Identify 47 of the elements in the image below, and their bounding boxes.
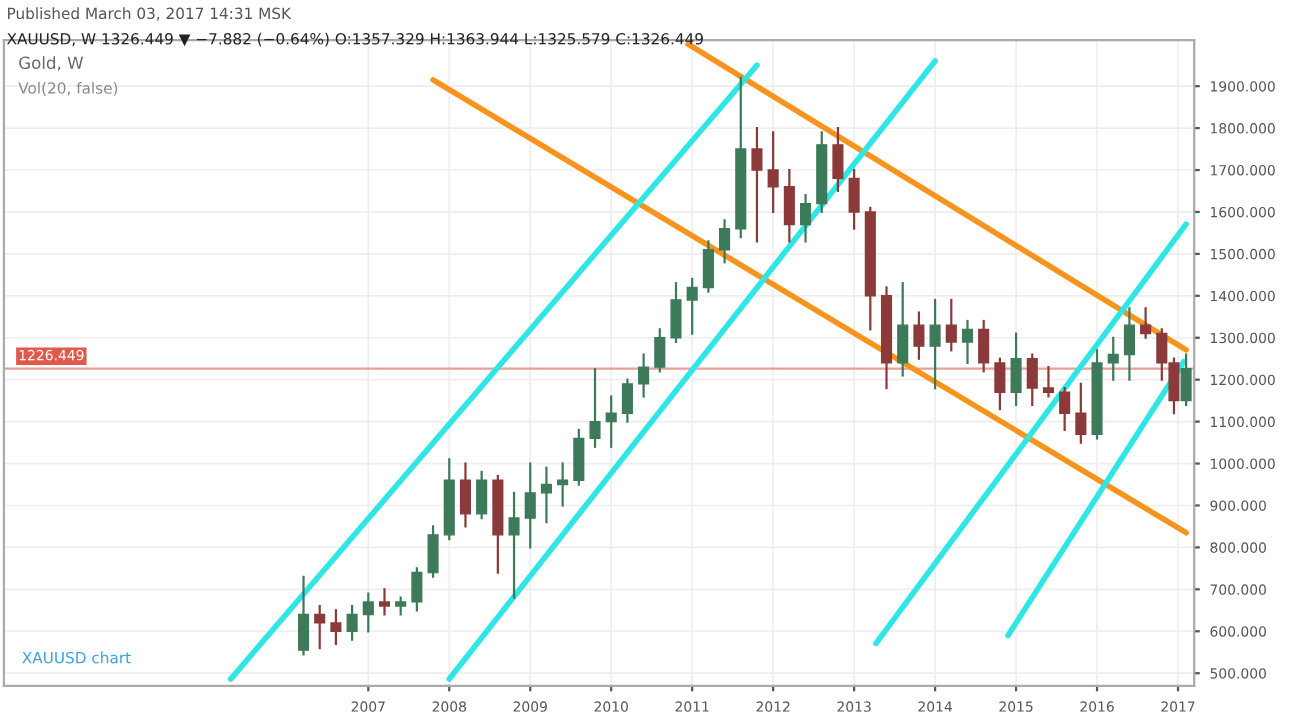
candlestick xyxy=(1180,353,1192,406)
candlestick xyxy=(929,298,941,390)
candlestick xyxy=(994,357,1006,411)
candlestick xyxy=(573,428,585,486)
candlestick xyxy=(1026,353,1038,406)
candlestick xyxy=(719,219,731,264)
candlestick xyxy=(702,240,714,293)
candlestick xyxy=(508,491,520,599)
candlestick xyxy=(476,470,488,520)
candlestick xyxy=(1140,307,1152,339)
candlestick xyxy=(540,466,552,524)
candlestick xyxy=(459,462,472,528)
candlestick xyxy=(1107,336,1119,381)
text: Gold, W xyxy=(19,56,84,71)
candlestick xyxy=(945,298,957,352)
candlestick xyxy=(1059,386,1071,432)
candlestick xyxy=(411,567,423,612)
candlestick xyxy=(978,319,990,373)
candlestick xyxy=(330,609,342,645)
candlestick xyxy=(1010,332,1022,406)
candlestick xyxy=(621,378,633,423)
candlestick xyxy=(605,395,617,448)
candlestick xyxy=(362,592,374,633)
candlestick xyxy=(913,311,925,360)
candlestick xyxy=(897,282,909,377)
candlestick xyxy=(589,368,601,448)
candlestick xyxy=(654,328,666,373)
candlestick xyxy=(832,126,844,193)
candlestick xyxy=(670,282,682,344)
candlestick xyxy=(751,126,763,243)
candlestick xyxy=(961,319,974,365)
candlestick xyxy=(1042,365,1055,398)
candlestick xyxy=(783,168,795,243)
candlestick xyxy=(297,575,310,656)
candlestick xyxy=(686,277,698,335)
candlestick xyxy=(767,131,779,214)
candlestick xyxy=(346,605,358,641)
candlestick xyxy=(557,462,569,507)
candlestick xyxy=(799,194,812,243)
candlestick xyxy=(848,168,860,230)
candlestick xyxy=(638,353,650,398)
candlestick xyxy=(427,525,439,578)
candlestick xyxy=(524,462,536,549)
candlestick xyxy=(1123,307,1135,381)
candlestick xyxy=(378,588,391,616)
candlestick xyxy=(314,605,326,650)
candlestick xyxy=(1075,382,1087,444)
